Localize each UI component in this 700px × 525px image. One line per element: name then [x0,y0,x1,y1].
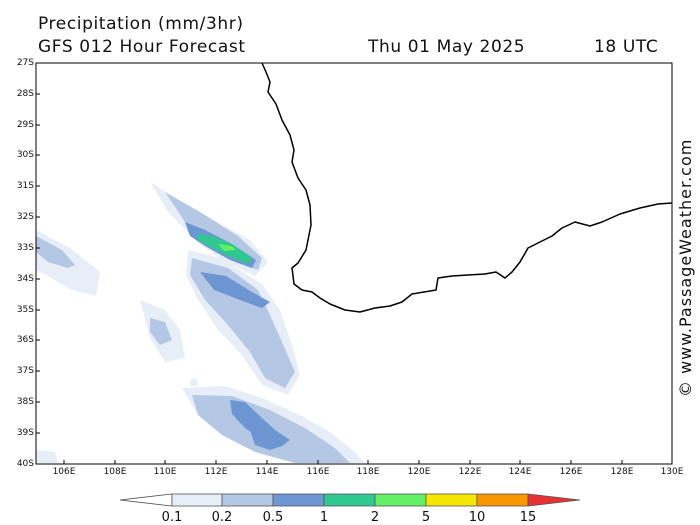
lon-label: 112E [204,467,228,477]
lat-label: 34S [16,274,34,284]
forecast-subtitle: GFS 012 Hour Forecast [38,37,246,57]
colorbar-label: 1 [319,510,329,525]
lat-label: 27S [16,58,34,68]
precip-area-medium [200,272,270,308]
lat-label: 36S [16,335,34,345]
lat-label: 31S [16,181,34,191]
lat-label: 38S [16,397,34,407]
colorbar-label: 5 [421,510,431,525]
precip-area-light [190,378,198,386]
precip-area-brightgreen [218,244,236,251]
lat-label: 28S [16,89,34,99]
colorbar-bin-6 [425,493,478,507]
map-frame [35,62,673,465]
colorbar-label: 15 [519,510,537,525]
lon-label: 126E [559,467,583,477]
lon-label: 114E [255,467,279,477]
colorbar-label: 0.1 [161,510,183,525]
colorbar-bin-5 [374,493,427,507]
precip-area-medium [250,430,282,450]
lon-label: 128E [610,467,634,477]
colorbar-high-triangle [527,493,581,507]
lon-label: 118E [356,467,380,477]
colorbar-label: 10 [468,510,486,525]
colorbar [119,493,581,507]
precip-area-medium [230,400,290,446]
lon-label: 120E [407,467,431,477]
colorbar-bin-3 [272,493,325,507]
precipitation-layer [36,182,365,463]
precip-area-lightblue [150,318,172,345]
colorbar-bin-2 [221,493,274,507]
lon-label: 122E [458,467,482,477]
colorbar-bin-4 [323,493,376,507]
lon-label: 124E [508,467,532,477]
forecast-date: Thu 01 May 2025 [368,37,526,57]
chart-title: Precipitation (mm/3hr) [38,14,244,34]
lon-label: 106E [52,467,76,477]
colorbar-label: 0.5 [262,510,284,525]
lon-label: 130E [660,467,684,477]
colorbar-bin-7 [476,493,529,507]
colorbar-label: 0.2 [211,510,233,525]
lon-ticks [63,460,673,464]
coastline [261,62,673,313]
precip-area-light [36,450,58,463]
colorbar-bin-1 [171,493,223,507]
credit-text: © www.PassageWeather.com [676,138,695,397]
lon-label: 110E [153,467,177,477]
forecast-time: 18 UTC [594,37,659,57]
lat-label: 33S [16,243,34,253]
precip-area-lightblue [36,236,75,268]
colorbar-low-triangle [119,493,173,507]
colorbar-label: 2 [370,510,380,525]
lat-label: 37S [16,366,34,376]
lat-label: 32S [16,212,34,222]
lat-label: 39S [16,428,34,438]
lat-ticks [36,62,40,434]
lon-label: 116E [306,467,330,477]
lat-label: 30S [16,150,34,160]
lat-label: 35S [16,305,34,315]
lat-label: 29S [16,120,34,130]
lon-label: 108E [103,467,127,477]
lat-label: 40S [16,459,34,469]
